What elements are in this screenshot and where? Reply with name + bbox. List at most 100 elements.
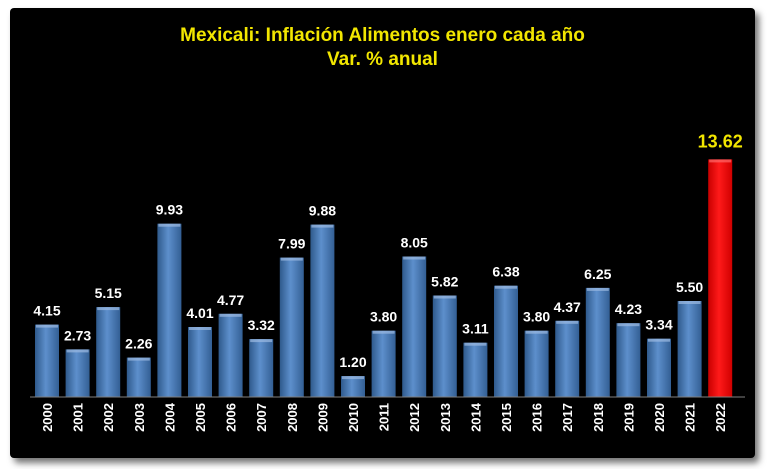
value-label-2007: 3.32: [248, 317, 275, 333]
value-label-2010: 1.20: [339, 354, 366, 370]
value-label-2016: 3.80: [523, 309, 550, 325]
bar-cap-2022: [709, 159, 732, 163]
bar-2014: [463, 342, 488, 397]
bar-2012: [402, 256, 427, 397]
bar-cap-2013: [433, 295, 456, 299]
tick-label-2009: 2009: [315, 403, 330, 432]
value-label-2001: 2.73: [64, 327, 91, 343]
chart-subtitle: Var. % anual: [327, 49, 438, 70]
tick-label-2005: 2005: [193, 403, 208, 432]
bar-cap-2010: [342, 376, 364, 380]
bar-2010: [341, 376, 365, 397]
bar-cap-2008: [280, 257, 303, 261]
value-label-2012: 8.05: [401, 235, 428, 251]
bar-2003: [126, 357, 151, 397]
bar-cap-2017: [556, 320, 579, 324]
tick-label-2022: 2022: [713, 403, 728, 432]
tick-label-2015: 2015: [499, 403, 514, 432]
tick-label-2019: 2019: [621, 403, 636, 432]
value-label-2006: 4.77: [217, 292, 244, 308]
bar-2019: [616, 323, 641, 397]
bar-2020: [647, 338, 671, 397]
bar-2017: [555, 320, 580, 397]
value-label-2004: 9.93: [156, 202, 183, 218]
tick-label-2006: 2006: [224, 403, 239, 432]
bar-2000: [35, 324, 59, 397]
value-label-2022: 13.62: [698, 131, 743, 151]
bar-2009: [310, 224, 335, 397]
bar-cap-2015: [495, 285, 517, 289]
bar-2016: [524, 330, 549, 397]
tick-label-2017: 2017: [560, 403, 575, 432]
bar-cap-2001: [66, 349, 89, 353]
value-label-2000: 4.15: [33, 303, 60, 319]
bar-cap-2000: [36, 324, 58, 328]
bar-cap-2005: [189, 327, 211, 330]
bar-cap-2007: [250, 339, 273, 343]
value-label-2020: 3.34: [645, 317, 672, 333]
value-label-2019: 4.23: [615, 301, 642, 317]
bar-cap-2014: [464, 342, 487, 346]
chart-title-block: Mexicali: Inflación Alimentos enero cada…: [10, 24, 755, 72]
value-label-2017: 4.37: [554, 299, 581, 315]
value-label-2009: 9.88: [309, 203, 336, 219]
bars-layer: [35, 159, 733, 397]
bar-cap-2006: [219, 313, 242, 317]
bar-cap-2009: [311, 224, 334, 228]
tick-label-2020: 2020: [652, 403, 667, 432]
tick-labels-layer: 2000 2001 2002 2003 2004 2005 2006 2007 2008 2009…: [40, 402, 728, 432]
tick-label-2021: 2021: [683, 403, 698, 432]
bar-2022: [708, 159, 733, 397]
tick-label-2003: 2003: [132, 403, 147, 432]
value-label-2014: 3.11: [462, 321, 489, 337]
value-label-2015: 6.38: [492, 264, 519, 280]
chart-title: Mexicali: Inflación Alimentos enero cada…: [180, 25, 585, 46]
bar-cap-2004: [158, 223, 181, 227]
bar-chart: 4.152.73 5.15 2.26 9.93 4.014.773.32 7.99 9.88…: [30, 131, 745, 432]
bar-2008: [279, 257, 304, 397]
tick-label-2013: 2013: [438, 403, 453, 432]
value-labels-layer: 4.152.73 5.15 2.26 9.93 4.014.773.32 7.99 9.88…: [33, 131, 742, 370]
bar-2013: [432, 295, 457, 397]
bar-2011: [371, 330, 396, 397]
chart-frame: Mexicali: Inflación Alimentos enero cada…: [10, 8, 755, 458]
tick-label-2016: 2016: [530, 403, 545, 432]
bar-2021: [677, 301, 702, 397]
bar-2002: [96, 307, 121, 397]
bar-cap-2002: [97, 307, 120, 311]
value-label-2005: 4.01: [186, 305, 213, 321]
tick-label-2007: 2007: [254, 403, 269, 432]
bar-2018: [585, 287, 610, 397]
bar-cap-2021: [678, 301, 701, 304]
value-label-2021: 5.50: [676, 279, 703, 295]
tick-label-2002: 2002: [101, 403, 116, 432]
bar-cap-2019: [617, 323, 640, 327]
value-label-2013: 5.82: [431, 274, 458, 290]
tick-label-2001: 2001: [71, 403, 86, 432]
tick-label-2010: 2010: [346, 403, 361, 432]
bar-cap-2003: [127, 357, 150, 361]
bar-2004: [157, 223, 182, 397]
tick-label-2008: 2008: [285, 403, 300, 432]
bar-cap-2020: [648, 338, 670, 342]
value-label-2011: 3.80: [370, 309, 397, 325]
bar-cap-2018: [586, 287, 609, 291]
bar-cap-2011: [372, 330, 395, 334]
bar-cap-2012: [403, 256, 426, 260]
tick-label-2018: 2018: [591, 403, 606, 432]
value-label-2002: 5.15: [95, 285, 122, 301]
value-label-2018: 6.25: [584, 266, 611, 282]
value-label-2003: 2.26: [125, 336, 152, 352]
tick-label-2012: 2012: [407, 403, 422, 432]
bar-2001: [65, 349, 90, 397]
bar-2015: [494, 285, 518, 397]
bar-2007: [249, 339, 274, 397]
bar-2006: [218, 313, 243, 397]
tick-label-2000: 2000: [40, 403, 55, 432]
tick-label-2004: 2004: [162, 402, 177, 432]
bar-cap-2016: [525, 330, 548, 334]
bar-2005: [188, 327, 212, 397]
tick-label-2014: 2014: [468, 402, 483, 432]
value-label-2008: 7.99: [278, 236, 305, 252]
tick-label-2011: 2011: [377, 403, 392, 431]
